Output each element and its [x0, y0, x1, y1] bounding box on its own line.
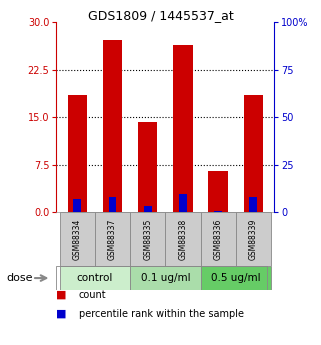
Text: count: count [79, 290, 106, 300]
Bar [201, 266, 271, 290]
Bar [60, 212, 95, 266]
Text: dose: dose [6, 273, 33, 283]
Text: GSM88335: GSM88335 [143, 219, 152, 260]
Bar [208, 171, 228, 212]
Bar [173, 45, 193, 212]
Text: percentile rank within the sample: percentile rank within the sample [79, 309, 244, 319]
Bar [103, 40, 122, 212]
Bar [138, 122, 157, 212]
Bar [74, 199, 81, 212]
Text: GSM88336: GSM88336 [213, 219, 223, 260]
Text: 0.5 ug/ml: 0.5 ug/ml [211, 273, 261, 283]
Bar [179, 194, 187, 212]
Bar [214, 211, 222, 212]
Bar [249, 197, 257, 212]
Text: GSM88334: GSM88334 [73, 219, 82, 260]
Text: GSM88337: GSM88337 [108, 219, 117, 260]
Text: ■: ■ [56, 290, 67, 300]
Text: GSM88338: GSM88338 [178, 219, 187, 260]
Text: control: control [77, 273, 113, 283]
Bar [68, 95, 87, 212]
Bar [130, 212, 165, 266]
Text: 0.1 ug/ml: 0.1 ug/ml [141, 273, 190, 283]
Bar [244, 95, 263, 212]
Bar [165, 212, 201, 266]
Bar [144, 206, 152, 212]
Bar [236, 212, 271, 266]
Text: ■: ■ [56, 309, 67, 319]
Text: GSM88339: GSM88339 [249, 219, 258, 260]
Bar [60, 266, 130, 290]
Text: GDS1809 / 1445537_at: GDS1809 / 1445537_at [88, 9, 233, 22]
Bar [95, 212, 130, 266]
Bar [201, 212, 236, 266]
Bar [108, 197, 117, 212]
Bar [130, 266, 201, 290]
